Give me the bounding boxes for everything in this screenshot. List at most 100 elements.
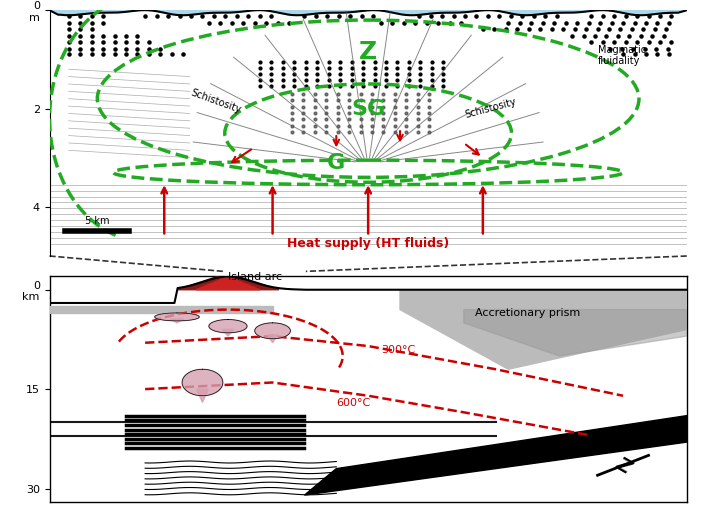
Point [355,128,366,136]
Point [369,58,380,66]
Point [378,115,389,123]
Point [334,58,346,66]
Point [215,18,226,27]
Text: Arc mantle: Arc mantle [366,465,434,478]
Point [387,18,398,27]
Point [312,58,323,66]
Point [309,122,320,130]
Point [332,96,343,104]
Point [312,76,323,84]
Text: Island arc: Island arc [228,272,282,282]
Point [652,18,663,27]
Point [389,102,401,111]
Point [226,18,237,27]
Point [617,18,629,27]
Point [512,25,523,33]
Point [608,12,620,20]
Point [426,64,438,72]
Point [109,32,120,40]
Point [482,12,493,20]
Point [120,45,132,53]
Point [63,25,74,33]
Point [355,96,366,104]
Point [261,18,272,27]
Point [243,12,254,20]
Point [378,96,389,104]
Point [143,45,154,53]
Polygon shape [304,416,687,495]
Point [392,70,403,78]
Point [426,70,438,78]
Point [249,18,261,27]
Polygon shape [171,319,183,323]
Point [404,76,415,84]
Point [297,102,309,111]
Point [98,50,109,58]
Point [98,32,109,40]
Point [300,82,312,91]
Point [155,45,166,53]
Point [208,12,219,20]
Point [286,96,297,104]
Point [444,18,455,27]
Point [569,25,581,33]
Point [299,12,310,20]
Point [346,58,358,66]
Point [297,115,309,123]
Text: Schistosity: Schistosity [464,97,518,120]
Point [500,25,511,33]
Point [412,109,423,117]
Polygon shape [182,369,223,396]
Point [620,12,632,20]
Point [654,38,666,46]
Point [343,102,355,111]
Point [277,58,288,66]
Point [321,109,332,117]
Point [592,25,603,33]
Text: Schistosity: Schistosity [190,88,243,116]
Point [309,96,320,104]
Point [404,70,415,78]
Point [601,32,612,40]
Point [355,102,366,111]
Point [343,109,355,117]
Point [662,45,673,53]
Point [412,96,423,104]
Point [506,12,517,20]
Point [661,25,672,33]
Point [583,18,594,27]
Polygon shape [50,306,273,313]
Point [401,122,412,130]
Point [380,82,392,91]
Point [663,50,675,58]
Point [597,38,608,46]
Text: Z: Z [612,454,634,477]
Point [332,109,343,117]
Point [323,58,334,66]
Point [109,50,120,58]
Point [378,109,389,117]
Point [410,18,421,27]
Point [143,38,154,46]
Point [358,76,369,84]
Point [266,76,277,84]
Point [535,25,546,33]
Point [334,64,346,72]
Point [277,70,288,78]
Point [332,102,343,111]
Point [120,32,132,40]
Point [627,45,639,53]
Point [98,38,109,46]
Point [605,45,616,53]
Point [620,38,632,46]
Text: Heat supply (HT fluids): Heat supply (HT fluids) [287,237,450,250]
Point [423,122,435,130]
Point [277,82,288,91]
Point [401,90,412,98]
Point [366,115,377,123]
Point [378,128,389,136]
Point [309,102,320,111]
Point [254,70,266,78]
Polygon shape [155,313,199,321]
Point [603,25,615,33]
